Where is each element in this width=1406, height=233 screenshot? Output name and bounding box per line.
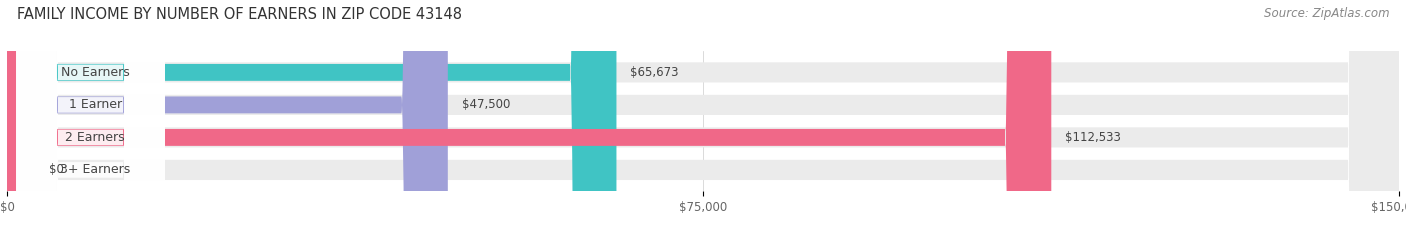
- FancyBboxPatch shape: [7, 0, 616, 233]
- Text: $0: $0: [49, 163, 63, 176]
- FancyBboxPatch shape: [7, 0, 1399, 233]
- FancyBboxPatch shape: [17, 0, 165, 233]
- Text: Source: ZipAtlas.com: Source: ZipAtlas.com: [1264, 7, 1389, 20]
- FancyBboxPatch shape: [7, 0, 1399, 233]
- Text: $65,673: $65,673: [630, 66, 679, 79]
- Text: $112,533: $112,533: [1066, 131, 1121, 144]
- Text: No Earners: No Earners: [60, 66, 129, 79]
- FancyBboxPatch shape: [7, 0, 447, 233]
- Text: 3+ Earners: 3+ Earners: [60, 163, 131, 176]
- FancyBboxPatch shape: [17, 0, 165, 233]
- Text: 2 Earners: 2 Earners: [65, 131, 125, 144]
- FancyBboxPatch shape: [17, 0, 165, 233]
- FancyBboxPatch shape: [7, 0, 1399, 233]
- Text: $47,500: $47,500: [461, 98, 510, 111]
- Text: FAMILY INCOME BY NUMBER OF EARNERS IN ZIP CODE 43148: FAMILY INCOME BY NUMBER OF EARNERS IN ZI…: [17, 7, 463, 22]
- Text: 1 Earner: 1 Earner: [69, 98, 122, 111]
- FancyBboxPatch shape: [17, 0, 165, 233]
- FancyBboxPatch shape: [7, 0, 1399, 233]
- FancyBboxPatch shape: [7, 0, 1052, 233]
